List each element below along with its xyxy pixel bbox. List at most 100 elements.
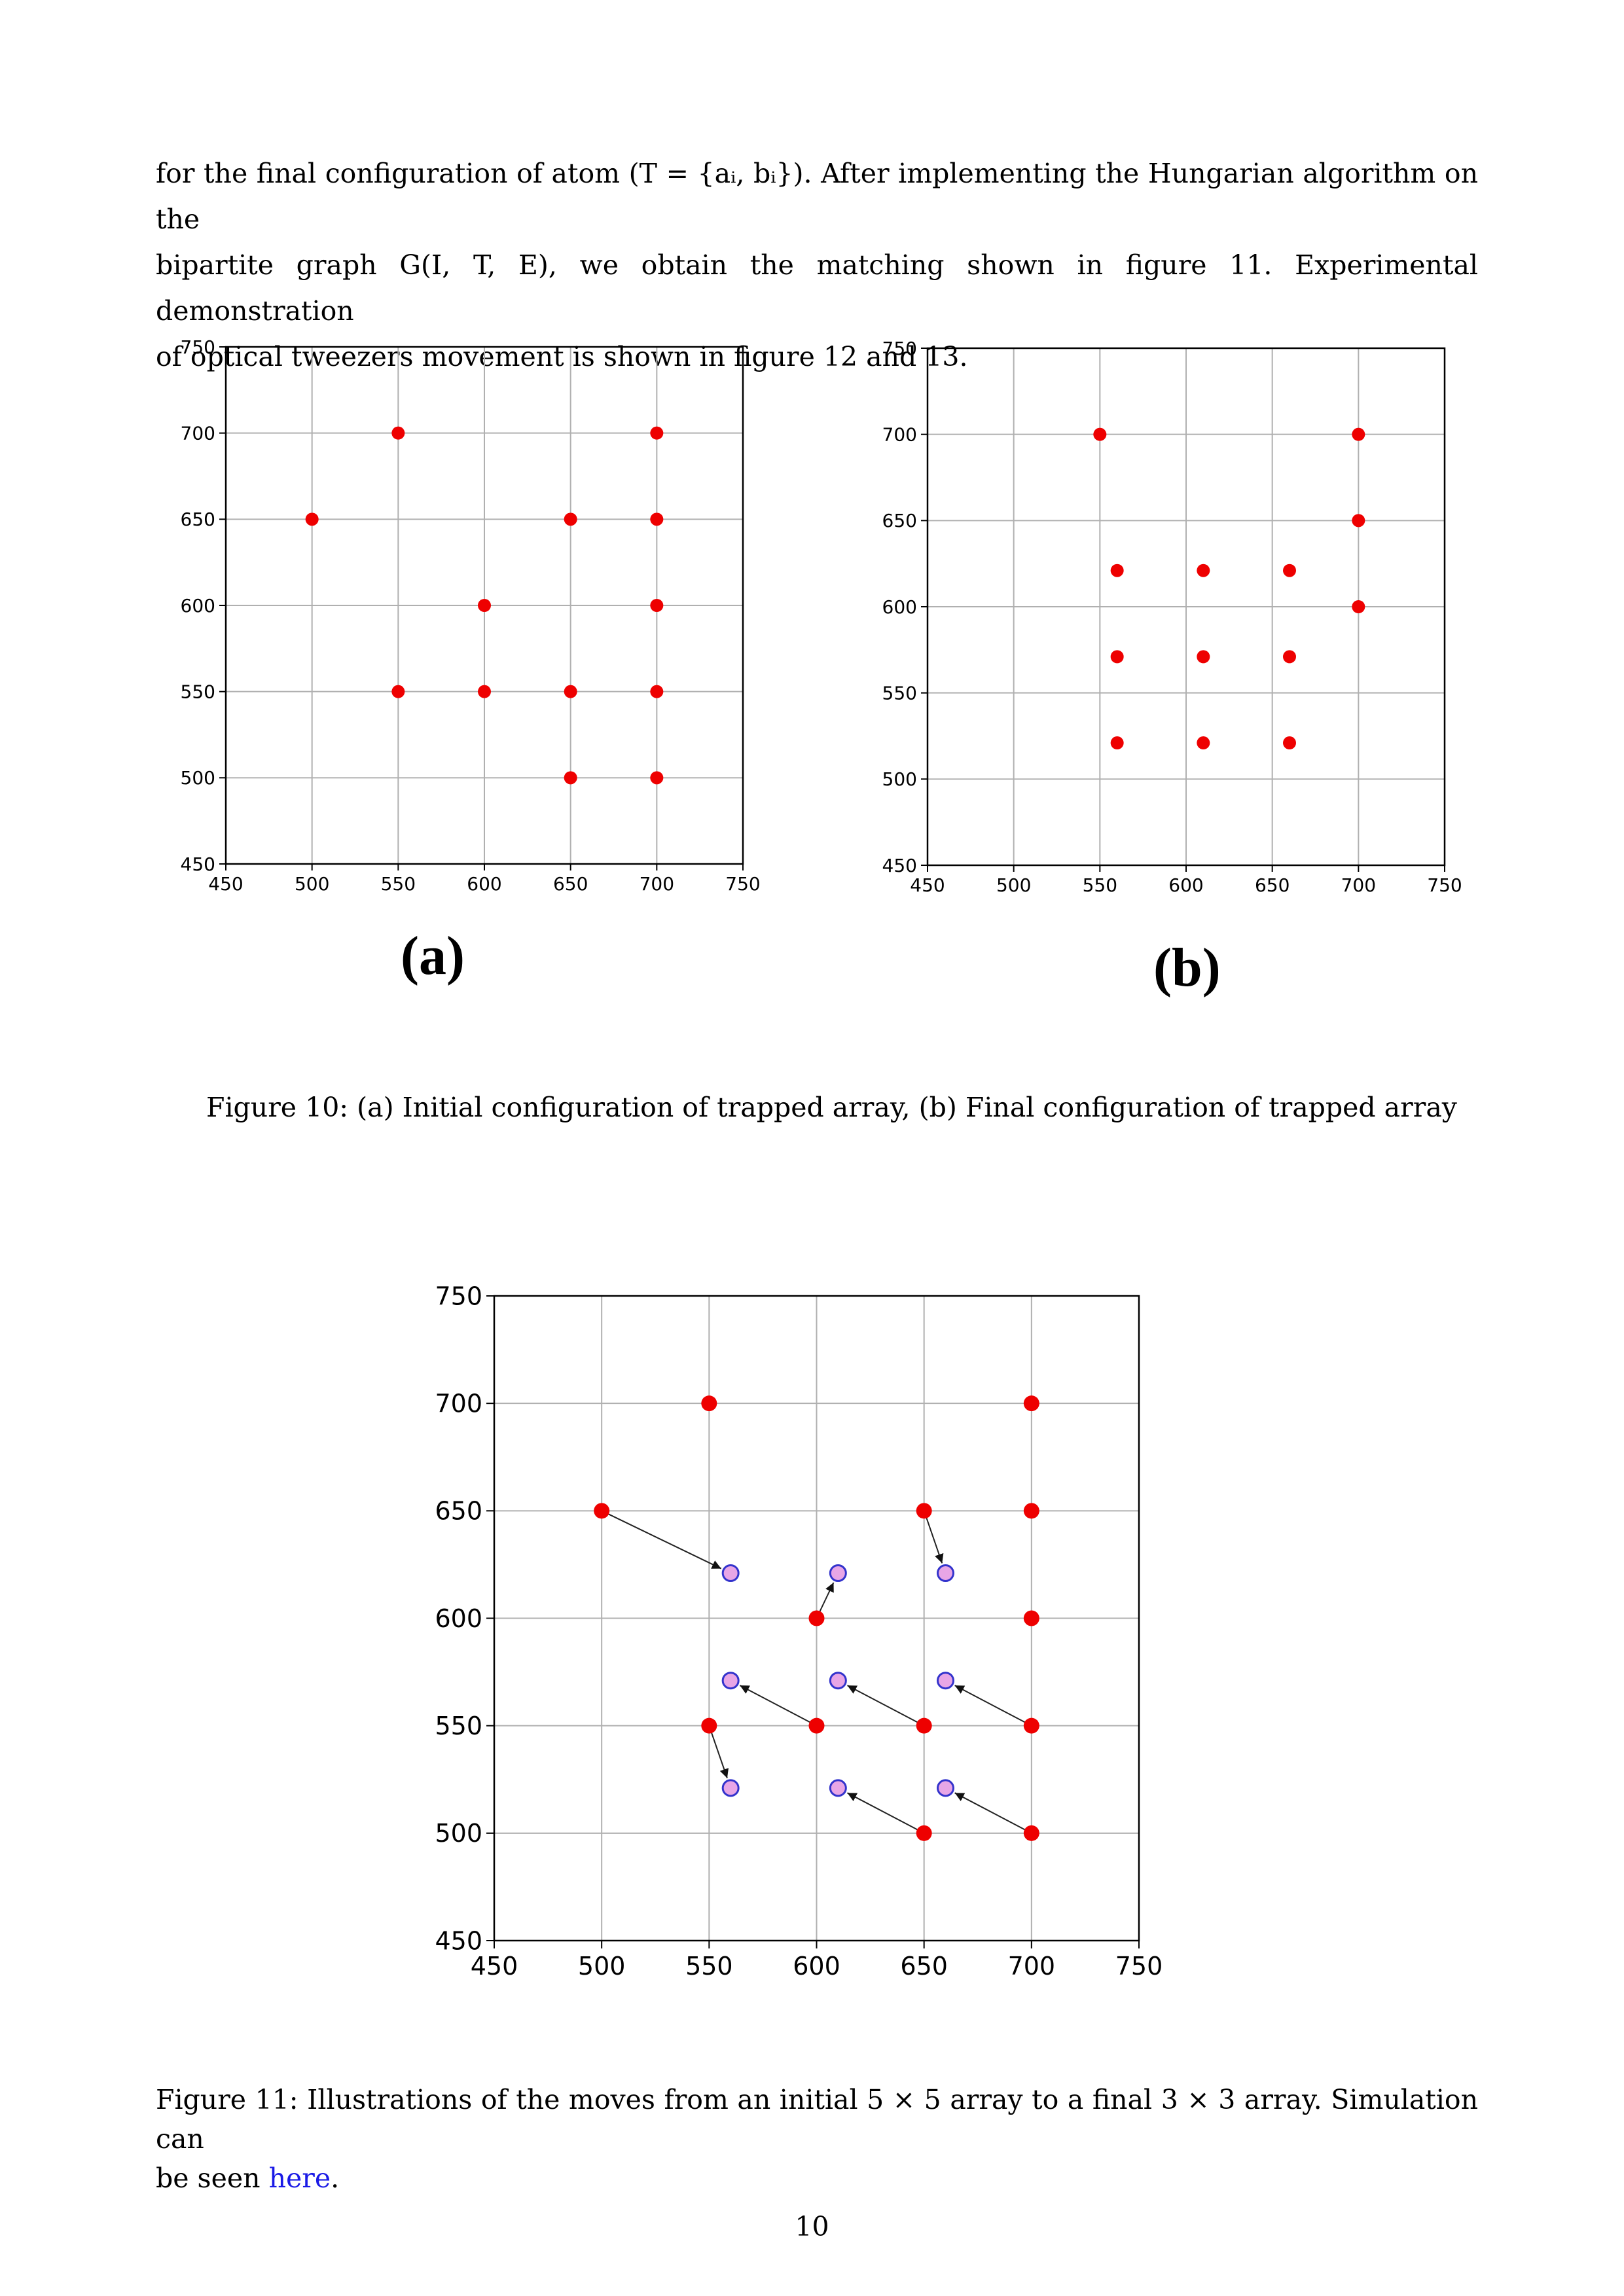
figure-10-caption: Figure 10: (a) Initial configuration of … (206, 1092, 1457, 1123)
x-tick-label: 700 (1341, 874, 1376, 896)
atom-point (1023, 1610, 1039, 1626)
atom-point (650, 599, 664, 612)
atom-point (1283, 736, 1296, 750)
fig11-svg: 450 500 550 600 650 700 750 450 500 550 600 650 700 7… (435, 1282, 1163, 1981)
y-tick-label: 450 (882, 855, 917, 876)
atom-points (594, 1395, 1039, 1841)
atom-point (1197, 564, 1210, 577)
target-point (721, 1564, 740, 1583)
target-point (937, 1672, 954, 1690)
move-arrow (954, 1792, 1032, 1834)
atom-point (701, 1395, 717, 1412)
x-tick-label: 750 (1115, 1952, 1163, 1981)
y-tick-label: 700 (882, 423, 917, 445)
y-tick-label: 650 (882, 510, 917, 531)
x-tick-label: 450 (910, 874, 945, 896)
x-tick-label: 450 (208, 873, 243, 895)
atom-point (1283, 564, 1296, 577)
fig10b-svg: 450 500 550 600 650 700 750 450 500 550 600 650 700 7… (882, 338, 1461, 896)
y-tick-label: 450 (435, 1926, 482, 1955)
y-tick-label: 550 (435, 1712, 482, 1740)
y-tick-label: 450 (181, 853, 215, 875)
figure-11-caption-line-1: Figure 11: Illustrations of the moves fr… (156, 2084, 1478, 2155)
atom-point (916, 1503, 932, 1519)
atom-point (1352, 600, 1365, 613)
target-points (721, 1564, 954, 1797)
target-point (937, 1779, 954, 1797)
figure-10a-label: (a) (401, 925, 465, 986)
x-tick-label: 550 (381, 873, 416, 895)
atom-point (916, 1825, 932, 1841)
x-tick-label: 700 (1008, 1952, 1056, 1981)
atom-point (478, 599, 491, 612)
x-tick-label: 750 (725, 873, 759, 895)
y-tick-label: 650 (435, 1497, 482, 1526)
paragraph-line-1: for the final configuration of atom (T =… (156, 158, 1478, 235)
move-arrow (954, 1685, 1032, 1727)
target-point (829, 1672, 847, 1690)
atom-point (305, 512, 319, 526)
x-tick-label: 650 (1255, 874, 1290, 896)
atom-point (1093, 427, 1107, 441)
figure-11-plot: 450 500 550 600 650 700 750 450 500 550 600 650 700 7… (412, 1276, 1185, 1996)
x-tick-label: 500 (996, 874, 1031, 896)
atom-point (650, 426, 664, 440)
target-point (829, 1779, 847, 1797)
figure-10a-plot: 450 500 550 600 650 700 750 450 500 550 600 650 700 7… (151, 331, 759, 906)
y-tick-label: 500 (181, 767, 215, 789)
caption-line-2-prefix: be seen (156, 2162, 269, 2194)
x-tick-label: 450 (471, 1952, 518, 1981)
x-tick-label: 600 (467, 873, 501, 895)
target-point (829, 1564, 847, 1583)
atom-point (1023, 1503, 1039, 1519)
figure-11-caption: Figure 11: Illustrations of the moves fr… (156, 2080, 1478, 2198)
atom-point (564, 685, 577, 698)
atom-point (1197, 650, 1210, 664)
atom-point (1283, 650, 1296, 664)
atom-point (701, 1717, 717, 1734)
figure-10b-plot: 450 500 550 600 650 700 750 450 500 550 600 650 700 7… (852, 332, 1461, 908)
atom-point (1023, 1395, 1039, 1412)
move-arrow (601, 1510, 722, 1570)
intro-paragraph: for the final configuration of atom (T =… (156, 151, 1478, 380)
atom-point (1110, 736, 1124, 750)
move-arrow (739, 1685, 817, 1727)
y-tick-label: 550 (181, 681, 215, 702)
y-tick-label: 700 (181, 422, 215, 444)
atom-point (564, 771, 577, 785)
figure-10b-label: (b) (1153, 937, 1221, 998)
atom-point (1023, 1717, 1039, 1734)
x-tick-label: 550 (1083, 874, 1117, 896)
atom-point (594, 1503, 610, 1519)
move-arrow (708, 1725, 729, 1779)
move-arrow (923, 1511, 944, 1564)
paragraph-line-2: bipartite graph G(I, T, E), we obtain th… (156, 249, 1478, 327)
y-tick-label: 750 (181, 336, 215, 358)
target-point (721, 1672, 740, 1690)
atom-point (1110, 650, 1124, 664)
atom-point (650, 512, 664, 526)
atom-point (391, 685, 405, 698)
x-tick-label: 650 (900, 1952, 948, 1981)
x-tick-label: 600 (793, 1952, 840, 1981)
y-tick-label: 750 (435, 1282, 482, 1310)
atom-point (808, 1610, 825, 1626)
atom-point (1197, 736, 1210, 750)
caption-line-2-suffix: . (331, 2162, 340, 2194)
atom-point (1023, 1825, 1039, 1841)
x-tick-label: 700 (640, 873, 674, 895)
y-tick-label: 500 (435, 1819, 482, 1848)
atom-point (478, 685, 491, 698)
y-tick-label: 650 (181, 509, 215, 530)
atom-point (808, 1717, 825, 1734)
simulation-link[interactable]: here (268, 2162, 331, 2194)
move-arrow (847, 1685, 925, 1727)
atom-point (1110, 564, 1124, 577)
atom-point (1352, 427, 1365, 441)
target-point (721, 1779, 740, 1797)
x-tick-label: 500 (295, 873, 329, 895)
y-tick-label: 500 (882, 768, 917, 790)
x-tick-label: 500 (578, 1952, 626, 1981)
x-tick-label: 750 (1427, 874, 1461, 896)
y-tick-label: 550 (882, 682, 917, 704)
